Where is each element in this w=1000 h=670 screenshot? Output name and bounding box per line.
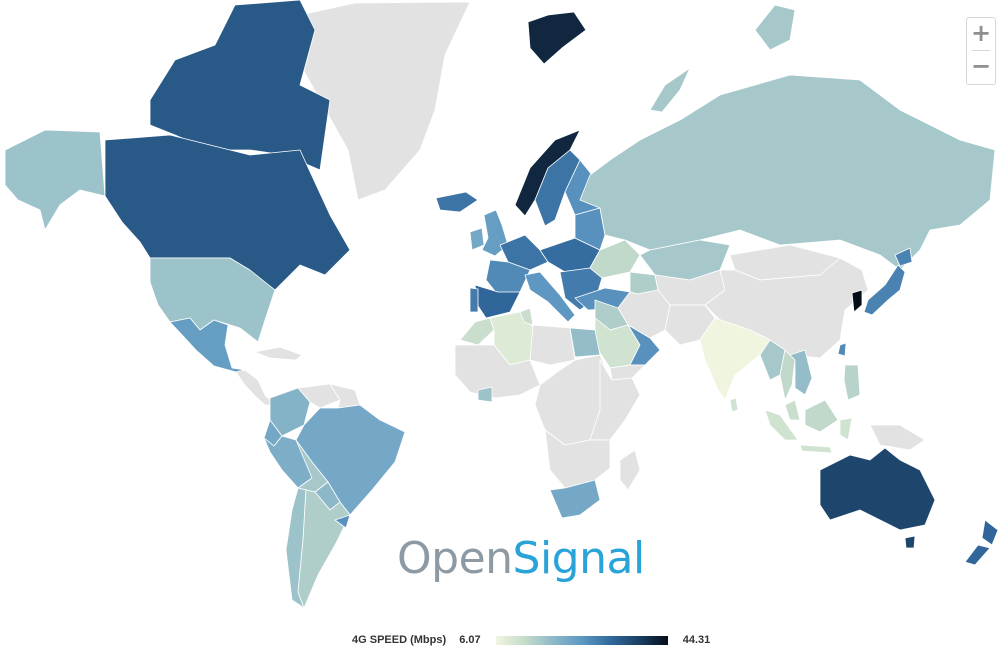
region-nz-north[interactable]: New Zealand: [981, 519, 999, 546]
region-java[interactable]: Indonesia: [799, 444, 833, 454]
legend-max-label: 44.31: [682, 634, 711, 647]
legend-color-scale: [495, 635, 668, 645]
region-japan[interactable]: Japan: [863, 264, 906, 316]
region-canada[interactable]: Canada: [104, 134, 351, 291]
region-ireland[interactable]: Ireland: [469, 227, 485, 251]
region-eastern-europe[interactable]: Eastern Europe: [574, 207, 606, 251]
region-egypt[interactable]: Egypt: [569, 327, 601, 358]
region-portugal[interactable]: Portugal: [469, 287, 479, 313]
region-mexico[interactable]: Mexico: [169, 317, 246, 373]
map-legend: 4G SPEED (Mbps) 6.07 44.31: [352, 634, 710, 648]
logo-text-signal: Signal: [512, 533, 646, 584]
region-new-guinea[interactable]: New Guinea: [869, 424, 926, 451]
region-thailand[interactable]: Thailand: [779, 349, 796, 401]
region-madagascar[interactable]: Madagascar: [619, 449, 641, 491]
opensignal-logo: OpenSignal: [397, 533, 645, 584]
region-alaska[interactable]: United States: [4, 129, 106, 231]
region-malaysia[interactable]: Malaysia: [784, 399, 801, 421]
region-usa[interactable]: United States: [149, 257, 276, 343]
region-venezuela[interactable]: Venezuela: [297, 383, 341, 409]
region-sumatra[interactable]: Indonesia: [764, 409, 799, 441]
region-south-africa[interactable]: South Africa: [549, 479, 601, 519]
region-nz-south[interactable]: New Zealand: [964, 544, 991, 566]
region-russia[interactable]: Russia: [579, 74, 996, 271]
zoom-control: + −: [966, 17, 996, 85]
region-taiwan[interactable]: Taiwan: [837, 342, 847, 357]
region-southern-africa[interactable]: Southern Africa: [544, 429, 611, 489]
region-tasmania[interactable]: Australia: [904, 535, 916, 549]
region-italy[interactable]: Italy: [524, 271, 576, 323]
region-indochina[interactable]: Indochina: [789, 349, 813, 396]
region-korea[interactable]: South Korea: [851, 289, 863, 313]
region-iceland[interactable]: Iceland: [435, 191, 479, 213]
region-india[interactable]: India: [699, 317, 771, 401]
logo-text-open: Open: [397, 533, 513, 584]
region-philippines[interactable]: Philippines: [843, 364, 861, 401]
region-libya[interactable]: Libya: [529, 324, 576, 366]
region-hokkaido[interactable]: Japan: [894, 247, 913, 267]
region-morocco[interactable]: Morocco: [459, 317, 495, 346]
region-china[interactable]: China: [704, 257, 869, 359]
region-australia[interactable]: Australia: [819, 447, 936, 531]
region-ivory-coast-ghana[interactable]: Ivory Coast and Ghana: [477, 386, 493, 403]
region-east-africa[interactable]: East Africa: [589, 359, 641, 441]
zoom-divider: [972, 50, 990, 51]
region-uruguay[interactable]: Uruguay: [334, 514, 351, 529]
region-severnaya-zemlya[interactable]: Russia: [754, 4, 796, 51]
legend-min-label: 6.07: [459, 634, 481, 647]
legend-title: 4G SPEED (Mbps): [352, 634, 447, 647]
region-novaya-zemlya[interactable]: Russia: [649, 67, 691, 113]
region-sri-lanka[interactable]: Sri Lanka: [729, 397, 739, 413]
region-svalbard[interactable]: Svalbard: [527, 11, 587, 65]
zoom-out-button[interactable]: −: [970, 52, 992, 80]
zoom-in-button[interactable]: +: [970, 19, 992, 47]
region-caribbean[interactable]: Caribbean: [254, 346, 303, 361]
region-borneo[interactable]: Borneo: [804, 399, 839, 433]
region-yemen[interactable]: Yemen: [609, 364, 646, 381]
region-argentina[interactable]: Argentina: [297, 489, 351, 609]
region-central-america[interactable]: Central America: [235, 369, 276, 406]
region-sulawesi[interactable]: Indonesia: [839, 417, 853, 441]
